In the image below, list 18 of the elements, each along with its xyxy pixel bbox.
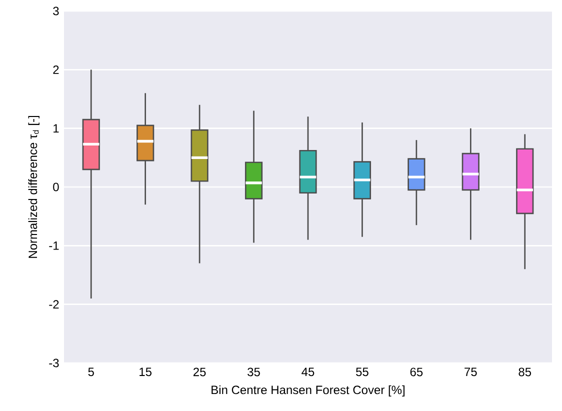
- x-tick-label: 45: [302, 368, 314, 376]
- x-tick-label: 15: [140, 368, 152, 376]
- y-tick-label: 1: [54, 124, 59, 132]
- x-tick-label: 55: [356, 368, 368, 376]
- x-tick-label: 5: [88, 368, 94, 376]
- x-tick-label: 35: [248, 368, 260, 376]
- x-tick-label: 75: [464, 368, 477, 376]
- x-tick-label: 85: [518, 368, 532, 376]
- y-tick-label: 3: [53, 6, 59, 16]
- x-tick-label: 25: [193, 368, 206, 376]
- y-tick-label: 2: [53, 65, 59, 74]
- y-tick-label: 0: [53, 182, 59, 192]
- y-tick-label: -2: [49, 300, 59, 309]
- y-tick-label: -1: [49, 242, 59, 250]
- y-tick-label: -3: [49, 358, 59, 368]
- y-axis-title: Normalized difference τ$_{d}$ [-]: [28, 116, 40, 258]
- x-axis-title: Bin Centre Hansen Forest Cover [%]: [212, 385, 404, 397]
- x-tick-label: 65: [410, 368, 423, 376]
